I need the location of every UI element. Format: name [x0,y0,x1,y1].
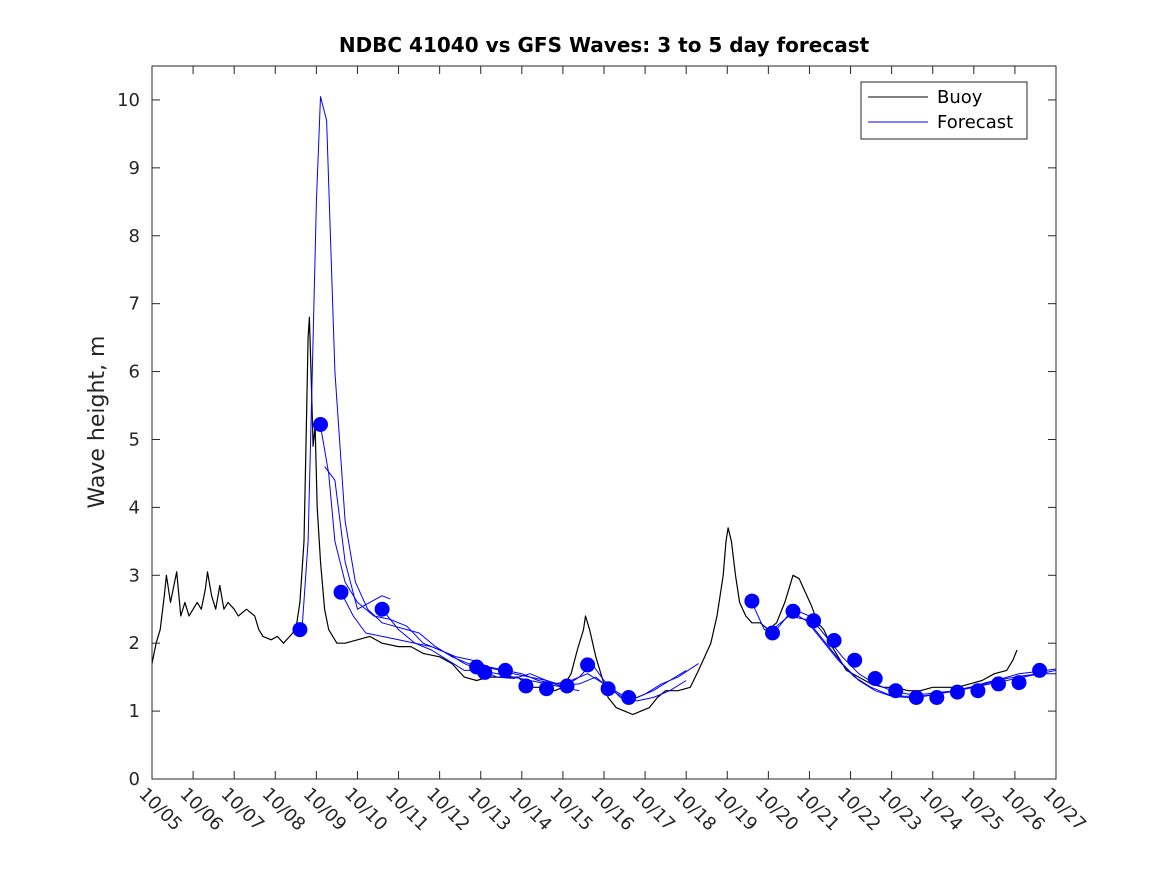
plot-area [152,66,1056,779]
forecast-marker [559,678,575,694]
forecast-marker [765,625,780,641]
y-tick-label: 1 [129,701,140,722]
legend-buoy-label: Buoy [937,87,983,108]
forecast-marker [580,657,596,673]
forecast-marker [970,683,986,699]
forecast-marker [867,671,883,686]
forecast-marker [313,417,328,432]
y-tick-label: 7 [129,294,140,315]
forecast-marker [826,633,842,648]
y-tick-label: 4 [129,497,140,518]
forecast-marker [518,678,534,694]
forecast-marker [949,684,965,700]
y-axis-label: Wave height, m [85,336,110,509]
forecast-marker [621,690,637,705]
y-tick-label: 8 [129,226,140,247]
buoy-series-line [152,316,1018,716]
forecast-marker [539,681,554,697]
forecast-marker [477,664,493,680]
y-tick-label: 9 [129,158,140,179]
y-tick-label: 3 [129,565,140,586]
y-tick-label: 10 [117,90,140,111]
y-tick-label: 0 [129,769,140,790]
forecast-marker [600,681,616,697]
forecast-marker [1032,662,1048,678]
y-axis: 0 1 2 3 4 5 6 7 8 9 10 [117,90,1056,790]
y-tick-label: 6 [129,362,140,383]
forecast-marker [497,662,513,678]
forecast-marker [908,690,924,705]
forecast-marker [929,690,945,705]
forecast-marker [744,593,760,609]
y-tick-label: 5 [129,429,140,450]
forecast-marker [991,676,1006,692]
forecast-marker [785,603,801,619]
forecast-marker [374,601,390,617]
legend-box [860,81,1028,140]
forecast-marker [1011,675,1027,691]
forecast-series-line-4 [324,466,391,610]
plot-frame [151,65,1057,780]
forecast-marker [806,613,822,629]
forecast-marker [847,652,863,668]
legend: Buoy Forecast [860,81,1028,140]
legend-forecast-label: Forecast [937,112,1013,133]
forecast-series-line-8 [792,612,1056,698]
y-tick-label: 2 [129,633,140,654]
forecast-marker [292,622,308,638]
chart-title: NDBC 41040 vs GFS Waves: 3 to 5 day fore… [339,33,870,57]
forecast-marker [888,683,904,699]
forecast-marker [333,584,349,600]
